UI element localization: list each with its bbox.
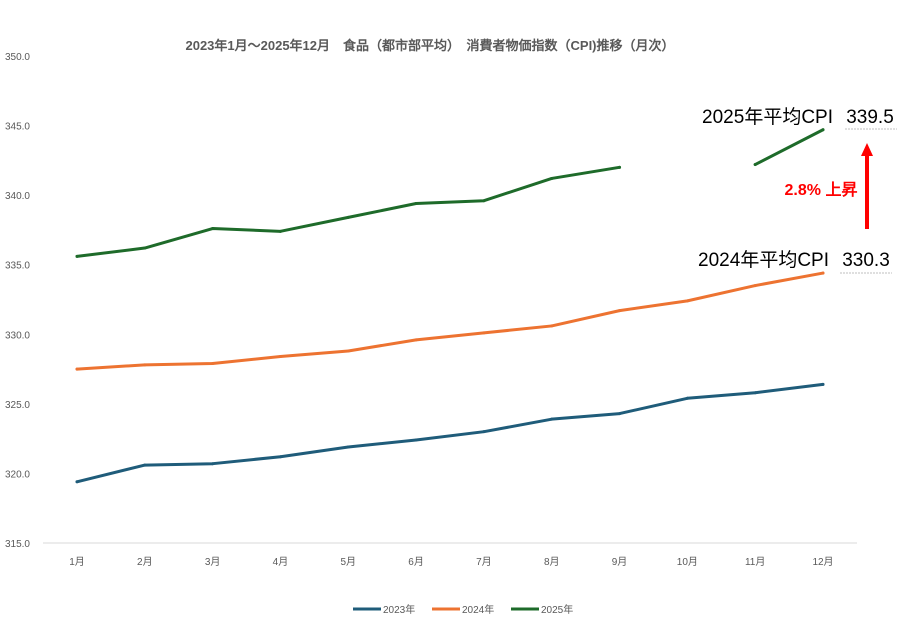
- series-line-2024年: [75, 271, 825, 371]
- data-point: [278, 229, 282, 233]
- data-point: [75, 254, 79, 258]
- rise-arrow-head-icon: [861, 143, 873, 156]
- x-tick-label: 7月: [476, 556, 492, 568]
- legend-label: 2025年: [541, 603, 573, 616]
- avg-2025-label: 2025年平均CPI: [702, 106, 833, 128]
- data-point: [414, 338, 418, 342]
- data-point: [685, 396, 689, 400]
- series-line-2025年: [75, 128, 825, 258]
- x-tick-label: 8月: [544, 556, 560, 568]
- y-tick-label: 325.0: [5, 400, 30, 411]
- x-tick-label: 6月: [408, 556, 424, 568]
- data-point: [753, 163, 757, 167]
- data-point: [278, 355, 282, 359]
- data-point: [211, 362, 215, 366]
- x-tick-label: 4月: [273, 556, 289, 568]
- data-point: [211, 227, 215, 231]
- data-point: [618, 165, 622, 169]
- data-point: [618, 412, 622, 416]
- y-tick-label: 320.0: [5, 469, 30, 480]
- data-point: [346, 445, 350, 449]
- data-point: [278, 455, 282, 459]
- legend-label: 2023年: [383, 603, 415, 616]
- data-point: [482, 331, 486, 335]
- x-tick-label: 9月: [612, 556, 628, 568]
- data-point: [211, 462, 215, 466]
- data-point: [414, 201, 418, 205]
- data-point: [618, 309, 622, 313]
- data-point: [346, 215, 350, 219]
- data-point: [346, 349, 350, 353]
- data-point: [753, 284, 757, 288]
- x-tick-label: 3月: [205, 556, 221, 568]
- legend-label: 2024年: [462, 603, 494, 616]
- data-point: [821, 128, 825, 132]
- data-point: [685, 299, 689, 303]
- data-point: [753, 391, 757, 395]
- data-point: [143, 363, 147, 367]
- x-tick-label: 2月: [137, 556, 153, 568]
- avg-2025-value: 339.5: [846, 107, 894, 128]
- data-point: [414, 438, 418, 442]
- y-tick-label: 315.0: [5, 539, 30, 550]
- series-line-2023年: [75, 382, 825, 484]
- chart-title: 2023年1月～2025年12月 食品（都市部平均） 消費者物価指数（CPI)推…: [185, 38, 674, 53]
- data-point: [821, 382, 825, 386]
- y-tick-label: 340.0: [5, 191, 30, 202]
- data-point: [550, 324, 554, 328]
- data-point: [143, 246, 147, 250]
- rise-label: 2.8% 上昇: [785, 181, 858, 199]
- data-point: [550, 417, 554, 421]
- data-point: [143, 463, 147, 467]
- data-point: [482, 199, 486, 203]
- data-point: [550, 176, 554, 180]
- data-point: [75, 367, 79, 371]
- x-tick-label: 11月: [745, 556, 765, 568]
- data-point: [482, 430, 486, 434]
- y-tick-label: 350.0: [5, 52, 30, 63]
- data-point: [75, 480, 79, 484]
- avg-2024-label: 2024年平均CPI: [698, 249, 829, 271]
- x-tick-label: 5月: [340, 556, 356, 568]
- x-tick-label: 12月: [812, 556, 833, 568]
- avg-2024-value: 330.3: [842, 250, 890, 271]
- x-tick-label: 1月: [69, 556, 85, 568]
- y-tick-label: 330.0: [5, 330, 30, 341]
- x-tick-label: 10月: [677, 556, 698, 568]
- data-point: [821, 271, 825, 275]
- y-tick-label: 345.0: [5, 122, 30, 133]
- y-tick-label: 335.0: [5, 261, 30, 272]
